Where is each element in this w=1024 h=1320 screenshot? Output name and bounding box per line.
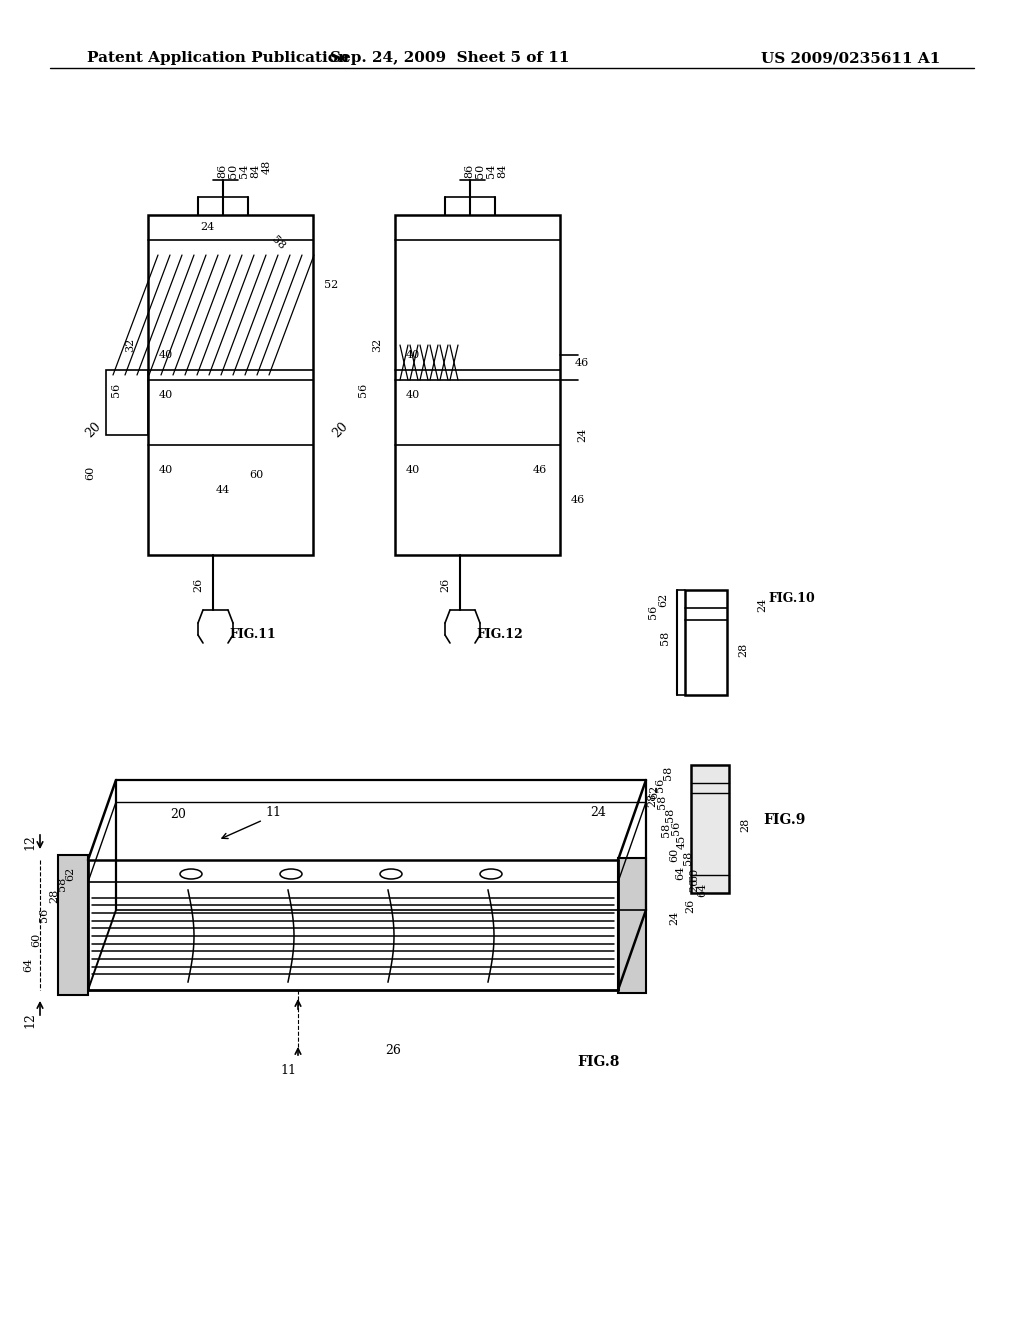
Text: 40: 40 <box>159 465 173 475</box>
Text: 26: 26 <box>193 578 203 593</box>
Text: 50: 50 <box>228 164 238 178</box>
Text: 54: 54 <box>239 164 249 178</box>
Text: 84: 84 <box>250 164 260 178</box>
Text: 24: 24 <box>200 222 214 232</box>
Text: 62: 62 <box>65 867 75 882</box>
Text: 58: 58 <box>269 235 287 252</box>
Text: 40: 40 <box>406 350 420 360</box>
Text: 26: 26 <box>440 578 450 593</box>
Text: 24: 24 <box>669 911 679 925</box>
Text: 11: 11 <box>280 1064 296 1077</box>
Text: 52: 52 <box>324 280 338 290</box>
Text: 20: 20 <box>83 420 103 440</box>
Text: 58: 58 <box>665 808 675 822</box>
Text: 84: 84 <box>497 164 507 178</box>
Ellipse shape <box>180 869 202 879</box>
Text: 44: 44 <box>216 484 230 495</box>
Bar <box>58 855 88 995</box>
Text: 86: 86 <box>217 164 227 178</box>
Text: 40: 40 <box>159 389 173 400</box>
Text: 28: 28 <box>647 793 657 807</box>
Text: 60: 60 <box>249 470 263 480</box>
Text: 50: 50 <box>475 164 485 178</box>
Text: Sep. 24, 2009  Sheet 5 of 11: Sep. 24, 2009 Sheet 5 of 11 <box>331 51 569 65</box>
Text: 11: 11 <box>265 805 281 818</box>
Text: US 2009/0235611 A1: US 2009/0235611 A1 <box>761 51 940 65</box>
Bar <box>685 590 727 696</box>
Bar <box>106 370 148 436</box>
Text: 58: 58 <box>57 876 67 891</box>
Text: 24: 24 <box>757 598 767 612</box>
Text: 46: 46 <box>532 465 547 475</box>
Text: FIG.9: FIG.9 <box>763 813 805 828</box>
Text: 32: 32 <box>372 338 382 352</box>
Text: FIG.10: FIG.10 <box>769 591 815 605</box>
Text: 62: 62 <box>649 785 659 799</box>
Text: 28: 28 <box>738 643 748 657</box>
Text: 64: 64 <box>675 866 685 880</box>
Text: 64: 64 <box>697 883 707 898</box>
Text: 12: 12 <box>24 1012 37 1028</box>
Bar <box>395 215 560 554</box>
Text: 20: 20 <box>170 808 186 821</box>
Text: 56: 56 <box>358 383 368 397</box>
Text: 40: 40 <box>406 465 420 475</box>
Text: 56: 56 <box>671 821 681 836</box>
Text: 26: 26 <box>685 899 695 913</box>
Text: 58: 58 <box>657 795 667 809</box>
Text: 58: 58 <box>663 766 673 780</box>
Text: 60: 60 <box>669 847 679 862</box>
Text: 24: 24 <box>577 428 587 442</box>
Text: 60: 60 <box>689 867 699 882</box>
Bar <box>148 215 313 554</box>
Text: FIG.11: FIG.11 <box>229 628 276 642</box>
Text: 48: 48 <box>262 160 272 174</box>
Text: 64: 64 <box>23 958 33 972</box>
Text: 54: 54 <box>486 164 496 178</box>
Text: 60: 60 <box>85 466 95 480</box>
Bar <box>691 766 729 894</box>
Text: 56: 56 <box>111 383 121 397</box>
Text: 46: 46 <box>570 495 585 506</box>
Text: 58: 58 <box>660 631 670 645</box>
Text: 56: 56 <box>655 777 665 792</box>
Text: FIG.12: FIG.12 <box>476 628 523 642</box>
Text: 40: 40 <box>159 350 173 360</box>
Bar <box>618 858 646 993</box>
Text: 62: 62 <box>658 593 668 607</box>
Ellipse shape <box>280 869 302 879</box>
Text: 56: 56 <box>648 605 658 619</box>
Text: 45: 45 <box>677 834 687 849</box>
Text: 58: 58 <box>662 822 671 837</box>
Text: 26: 26 <box>385 1044 401 1056</box>
Text: 28: 28 <box>740 818 750 832</box>
Text: 46: 46 <box>574 358 589 368</box>
Text: 28: 28 <box>49 888 59 903</box>
Text: 56: 56 <box>39 908 49 923</box>
Text: 26: 26 <box>689 878 699 892</box>
Text: 20: 20 <box>330 420 350 440</box>
Text: 40: 40 <box>406 389 420 400</box>
Text: 58: 58 <box>683 851 693 865</box>
Text: 60: 60 <box>31 933 41 948</box>
Ellipse shape <box>480 869 502 879</box>
Text: 24: 24 <box>590 805 606 818</box>
Text: FIG.8: FIG.8 <box>577 1055 620 1069</box>
Text: 32: 32 <box>125 338 135 352</box>
Text: Patent Application Publication: Patent Application Publication <box>87 51 349 65</box>
Text: 12: 12 <box>24 834 37 850</box>
Ellipse shape <box>380 869 402 879</box>
Text: 86: 86 <box>464 164 474 178</box>
